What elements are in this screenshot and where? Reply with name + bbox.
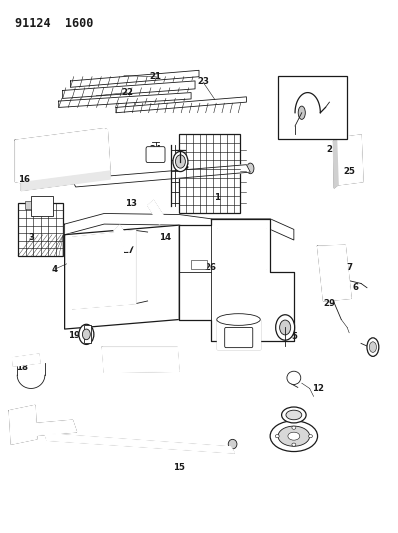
Text: 16: 16 <box>18 174 30 183</box>
Text: 8: 8 <box>303 440 309 449</box>
Text: 24: 24 <box>150 146 162 155</box>
Bar <box>191 260 207 269</box>
Polygon shape <box>148 200 166 224</box>
Bar <box>84 325 92 343</box>
Text: 26: 26 <box>205 263 217 272</box>
Text: 6: 6 <box>352 283 358 292</box>
Polygon shape <box>318 245 351 301</box>
FancyBboxPatch shape <box>146 147 165 163</box>
Ellipse shape <box>292 426 296 429</box>
Bar <box>31 196 53 216</box>
Polygon shape <box>15 128 110 183</box>
Ellipse shape <box>247 163 254 174</box>
Text: 4: 4 <box>52 265 58 273</box>
Polygon shape <box>334 138 338 188</box>
Polygon shape <box>62 81 195 99</box>
Bar <box>18 203 63 256</box>
Polygon shape <box>64 225 179 329</box>
Text: 13: 13 <box>125 199 137 208</box>
Text: 3: 3 <box>28 233 34 242</box>
Bar <box>74 148 98 161</box>
Text: 14: 14 <box>159 233 172 242</box>
Ellipse shape <box>173 151 188 172</box>
Polygon shape <box>12 420 76 437</box>
Polygon shape <box>337 135 363 185</box>
Text: 2: 2 <box>326 146 332 155</box>
Text: 12: 12 <box>312 384 324 393</box>
Polygon shape <box>70 70 199 87</box>
Bar <box>53 147 70 163</box>
Text: 5: 5 <box>291 332 297 341</box>
Text: 91124  1600: 91124 1600 <box>15 17 94 30</box>
Ellipse shape <box>82 329 90 340</box>
Ellipse shape <box>79 324 94 344</box>
Ellipse shape <box>282 407 306 423</box>
Text: 7: 7 <box>346 263 352 272</box>
Polygon shape <box>217 319 260 349</box>
Text: 21: 21 <box>150 72 162 81</box>
Text: 11: 11 <box>233 332 245 341</box>
Polygon shape <box>72 230 136 309</box>
Polygon shape <box>114 225 132 252</box>
Polygon shape <box>179 219 294 341</box>
Bar <box>25 201 31 209</box>
Ellipse shape <box>367 338 379 357</box>
Text: 9: 9 <box>294 418 300 427</box>
Polygon shape <box>217 228 266 269</box>
Ellipse shape <box>286 410 302 419</box>
Text: 19: 19 <box>68 331 80 340</box>
Text: 10: 10 <box>367 344 379 353</box>
Text: 18: 18 <box>16 363 28 372</box>
Text: 1: 1 <box>214 193 220 202</box>
Text: 28: 28 <box>177 163 189 171</box>
Polygon shape <box>64 214 294 240</box>
FancyBboxPatch shape <box>225 327 253 348</box>
Text: 22: 22 <box>121 88 133 97</box>
Ellipse shape <box>217 314 260 325</box>
Polygon shape <box>72 165 250 187</box>
Ellipse shape <box>275 434 279 438</box>
Bar <box>278 76 347 139</box>
Ellipse shape <box>278 426 310 446</box>
Ellipse shape <box>280 320 291 335</box>
Polygon shape <box>102 347 179 373</box>
Text: 23: 23 <box>197 77 209 86</box>
Bar <box>31 147 49 163</box>
Bar <box>322 257 345 294</box>
Ellipse shape <box>228 439 237 449</box>
Polygon shape <box>9 406 37 444</box>
Text: 15: 15 <box>173 464 185 472</box>
Bar <box>179 134 240 214</box>
Polygon shape <box>45 433 234 453</box>
Polygon shape <box>21 171 110 191</box>
Ellipse shape <box>270 421 318 451</box>
Ellipse shape <box>292 443 296 446</box>
Ellipse shape <box>287 371 301 384</box>
Ellipse shape <box>308 434 312 438</box>
Ellipse shape <box>276 315 295 340</box>
Polygon shape <box>116 97 246 113</box>
Ellipse shape <box>288 432 300 440</box>
Text: 17: 17 <box>122 246 134 255</box>
Text: 29: 29 <box>324 299 336 308</box>
Ellipse shape <box>176 155 185 168</box>
Text: 25: 25 <box>343 166 355 175</box>
Ellipse shape <box>369 342 377 352</box>
Text: 27: 27 <box>38 209 50 218</box>
Polygon shape <box>12 354 40 366</box>
Text: 20: 20 <box>144 363 156 372</box>
Ellipse shape <box>298 106 305 119</box>
Polygon shape <box>59 93 191 108</box>
